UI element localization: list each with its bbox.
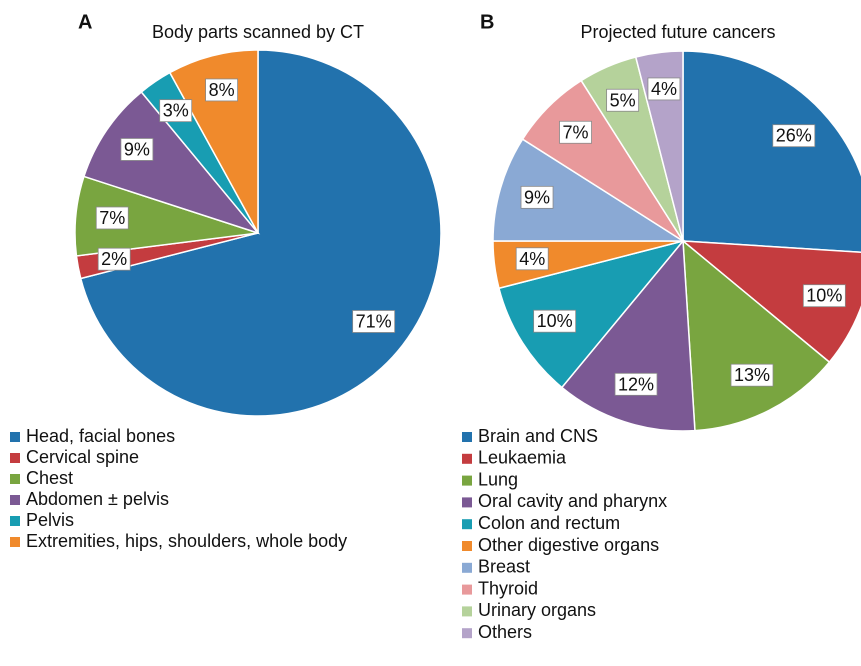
pie-slice [682,239,831,432]
legend-swatch [10,453,20,463]
data-label: 3% [163,101,189,121]
data-label: 71% [356,311,392,331]
pie-slice [680,240,861,364]
pie-slice [83,90,261,235]
legend-label: Chest [26,468,73,488]
data-label: 4% [651,79,677,99]
label-box [559,120,592,144]
label-box [205,78,238,102]
data-label: 26% [776,126,812,146]
panel-label: B [480,11,494,33]
legend-swatch [462,453,472,464]
legend-label: Thyroid [478,578,538,598]
data-label: 10% [806,286,842,306]
data-label: 5% [610,90,636,110]
legend-label: Brain and CNS [478,426,598,446]
data-label: 7% [99,208,125,228]
data-label: 4% [519,249,545,269]
label-box [97,247,131,271]
data-label: 10% [537,311,573,331]
data-label: 8% [209,80,235,100]
label-box [730,363,774,387]
legend-swatch [462,519,472,530]
legend-swatch [10,537,20,547]
label-box [120,138,154,161]
legend-swatch [462,606,472,617]
panel-label: A [78,11,92,33]
legend-label: Head, facial bones [26,426,175,446]
legend-swatch [10,474,20,484]
legend-swatch [462,432,472,442]
data-label: 12% [618,374,654,394]
data-label: 2% [101,249,127,269]
legend-swatch [462,562,472,573]
data-label: 9% [124,139,150,159]
legend-swatch [462,541,472,551]
legend-swatch [10,516,20,526]
legend-label: Extremities, hips, shoulders, whole body [26,531,347,551]
legend-swatch [462,497,472,508]
pie-slice [560,239,696,432]
legend-label: Abdomen ± pelvis [26,489,169,509]
data-label: 9% [524,187,550,207]
pie-slice [492,138,686,242]
pie-slice [79,49,442,417]
legend-swatch [10,432,20,442]
label-box [772,124,816,148]
legend-label: Other digestive organs [478,535,659,555]
chart-title: Projected future cancers [580,22,775,42]
legend-label: Pelvis [26,510,74,530]
label-box [520,185,554,209]
label-box [614,372,658,396]
label-box [533,309,577,333]
label-box [606,88,640,112]
legend-label: Breast [478,557,530,577]
legend-swatch [10,495,20,505]
pie-slice [498,239,686,389]
label-box [95,206,129,230]
legend-swatch [462,475,472,486]
label-box [802,284,846,308]
label-box [159,99,193,123]
legend-label: Colon and rectum [478,513,620,533]
pie-slice [682,50,861,253]
legend-label: Others [478,622,532,642]
data-label: 13% [734,365,770,385]
legend-swatch [462,628,472,639]
legend-label: Oral cavity and pharynx [478,491,667,511]
legend-label: Lung [478,469,518,489]
label-box [647,77,681,101]
legend-label: Cervical spine [26,447,139,467]
legend-label: Leukaemia [478,448,567,468]
legend-label: Urinary organs [478,600,596,620]
legend-swatch [462,584,472,595]
data-label: 7% [563,122,589,142]
label-box [352,310,396,333]
chart-title: Body parts scanned by CT [152,22,364,42]
label-box [515,247,549,271]
